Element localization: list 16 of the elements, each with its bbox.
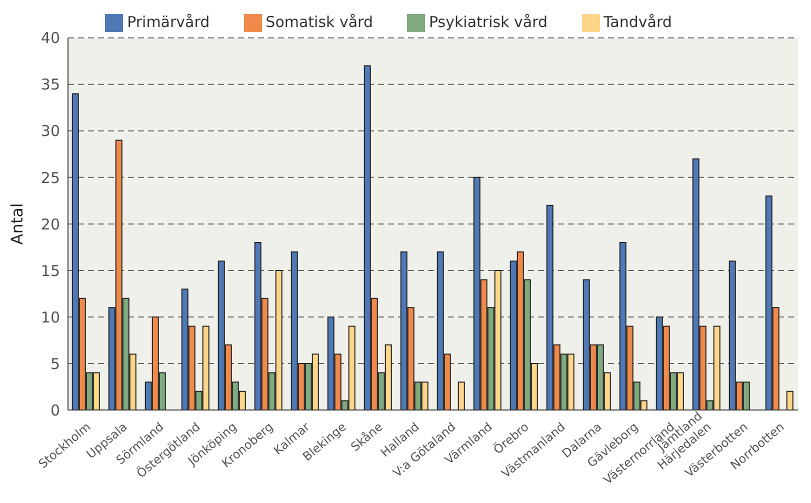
bar	[458, 382, 465, 410]
y-tick-label: 5	[50, 354, 60, 373]
legend-label: Psykiatrisk vård	[429, 13, 548, 31]
y-tick-label: 30	[40, 122, 60, 140]
y-tick-label: 0	[50, 401, 60, 420]
y-tick-label: 35	[40, 76, 60, 94]
legend-label: Tandvård	[604, 13, 672, 31]
legend-label: Primärvård	[127, 13, 210, 31]
y-tick-label: 20	[40, 215, 60, 234]
legend-label: Somatisk vård	[266, 13, 373, 31]
y-tick-label: 10	[40, 308, 60, 326]
bar	[786, 390, 794, 410]
y-axis-title: Antal	[8, 203, 27, 245]
y-tick-label: 15	[40, 262, 60, 280]
y-tick-label: 40	[40, 29, 60, 48]
y-tick-label: 25	[40, 168, 60, 187]
